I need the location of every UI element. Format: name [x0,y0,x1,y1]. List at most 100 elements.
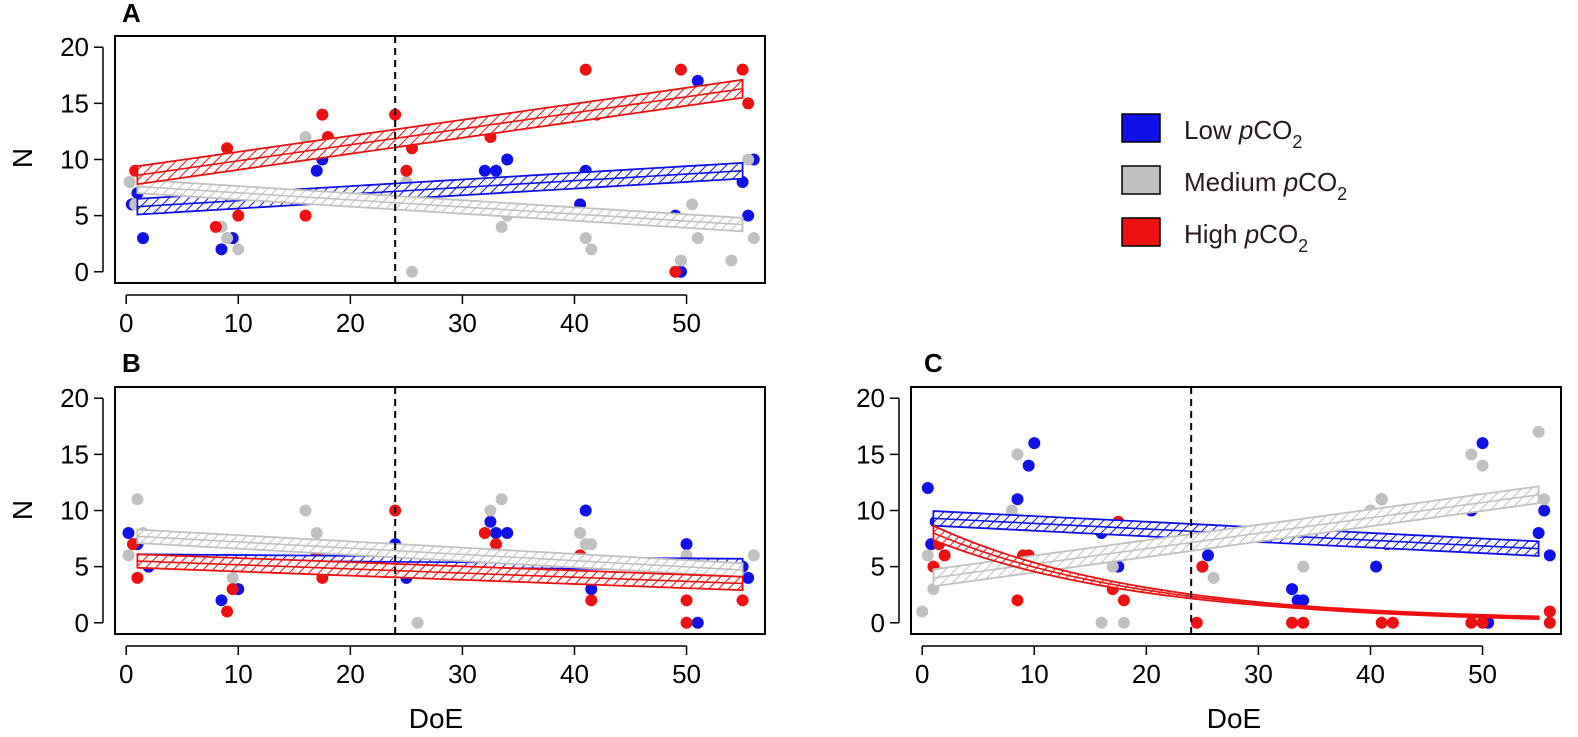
panel-b-label: B [122,348,141,378]
panel-a-point-medium [725,254,738,267]
panel-c-point-medium [1297,560,1310,573]
legend-swatch-medium [1121,165,1161,195]
panel-a-x-tick-label: 10 [224,308,253,338]
panel-a-x-tick-label: 0 [119,308,133,338]
panel-c-point-low [1286,583,1299,596]
panel-c-x-tick-label: 50 [1468,659,1497,689]
panel-c-point-low [1370,560,1383,573]
panel-c-point-high [1286,616,1299,629]
panel-b-x-tick-label: 20 [336,659,365,689]
panel-c-y-tick-label: 5 [871,552,885,582]
panel-a-y-tick-label: 10 [60,145,89,175]
panel-b-point-high [478,526,491,539]
panel-c-point-high [1543,605,1556,618]
panel-c-point-low [1028,437,1041,450]
panel-b-plot: 0 5 10 15 20 0 10 20 30 40 50 [60,383,766,689]
panel-c-point-low [1476,437,1489,450]
panel-a-point-high [742,97,755,110]
panel-b-point-low [490,526,503,539]
panel-c-plot: 0 5 10 15 20 0 10 20 30 40 50 [856,383,1562,689]
panel-a-point-high [232,209,245,222]
panel-c-point-high [1190,616,1203,629]
panel-c-point-high [1375,616,1388,629]
panel-c-point-high [938,549,951,562]
panel-a-point-low [310,164,323,177]
panel-b-point-medium [122,549,135,562]
panel-c-x-tick-label: 40 [1356,659,1385,689]
panel-a-point-low [501,153,514,166]
panel-a-y-tick-label: 0 [75,257,89,287]
panel-a: A N 0 5 10 15 20 0 10 20 30 40 50 [7,0,766,338]
panel-c-point-medium [1011,448,1024,461]
panel-a-x-tick-label: 20 [336,308,365,338]
panel-a-point-medium [123,175,136,188]
panel-a-point-medium [686,198,699,211]
panel-c-point-low [921,482,934,495]
panel-b-point-high [736,594,749,607]
panel-c-point-low [1011,493,1024,506]
panel-c-point-low [1543,549,1556,562]
panel-c-y-tick-label: 0 [871,608,885,638]
panel-c-label: C [924,348,943,378]
panel-c-point-high [1196,560,1209,573]
legend-label-medium: Medium pCO2 [1184,167,1347,204]
panel-b-point-medium [411,616,424,629]
panel-a-point-medium [299,131,312,144]
panel-c-point-low [1201,549,1214,562]
panel-a-point-medium [232,243,245,256]
panel-a-point-high [400,164,413,177]
panel-b-fit-line-medium [137,535,743,571]
panel-b-point-low [501,526,514,539]
legend-label-high: High pCO2 [1184,219,1308,256]
panel-c-point-medium [1207,571,1220,584]
legend-swatch-low [1121,113,1161,143]
panel-a-x-tick-label: 50 [672,308,701,338]
panel-b-point-low [484,515,497,528]
panel-b-x-tick-label: 50 [672,659,701,689]
panel-b-point-low [742,571,755,584]
panel-b-point-low [122,526,135,539]
panel-a-point-high [299,209,312,222]
panel-c-point-high [1386,616,1399,629]
panel-c-point-medium [921,549,934,562]
panel-c-point-medium [1532,425,1545,438]
panel-b-point-medium [574,526,587,539]
panel-c-point-medium [916,605,929,618]
panel-c-point-medium [1095,616,1108,629]
panel-b-point-medium [585,538,598,551]
panel-b-point-medium [226,571,239,584]
panel-a-point-medium [691,232,704,245]
panel-b-point-low [215,594,228,607]
panel-c-y-tick-label: 15 [856,439,885,469]
panel-b-y-tick-label: 20 [60,383,89,413]
panel-b-y-tick-label: 15 [60,439,89,469]
panel-b-point-low [585,583,598,596]
panel-a-y-tick-label: 5 [75,201,89,231]
panel-c-point-medium [1465,448,1478,461]
panel-b-frame [114,386,766,635]
panel-c-point-high [1011,594,1024,607]
panel-b: B N DoE 0 5 10 15 20 0 10 20 30 40 50 [7,348,766,734]
panel-b-point-high [585,594,598,607]
panel-a-point-medium [221,232,234,245]
panel-b-x-tick-label: 0 [119,659,133,689]
panel-a-frame [114,35,766,284]
panel-b-point-medium [131,493,144,506]
panel-b-point-high [131,571,144,584]
panel-c-x-tick-label: 30 [1244,659,1273,689]
panel-b-point-high [680,616,693,629]
panel-a-point-high [221,142,234,155]
panel-c-point-medium [1106,560,1119,573]
panel-b-point-high [490,538,503,551]
panel-c-point-medium [1117,616,1130,629]
panel-c-point-medium [1476,459,1489,472]
panel-c-x-tick-label: 10 [1020,659,1049,689]
panel-c-point-high [1117,594,1130,607]
panel-a-point-medium [579,232,592,245]
panel-a-point-low [478,164,491,177]
panel-c-point-low [1538,504,1551,517]
panel-b-y-tick-label: 10 [60,496,89,526]
panel-a-y-tick-label: 20 [60,32,89,62]
panel-c-point-medium [1538,493,1551,506]
